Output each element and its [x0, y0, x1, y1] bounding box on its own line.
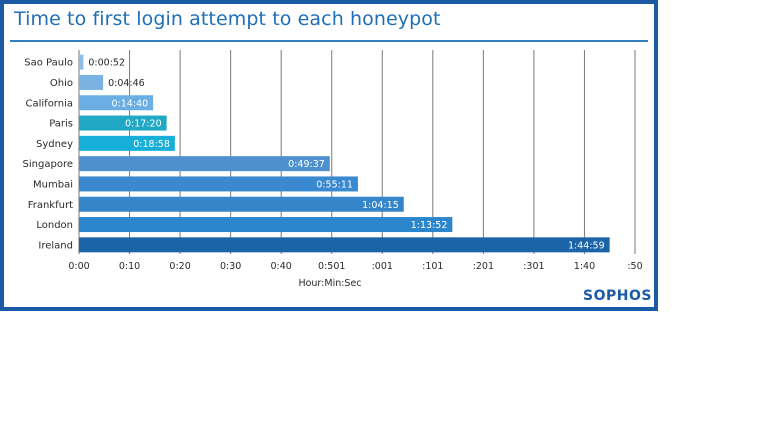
- sophos-logo: SOPHOS: [583, 288, 652, 304]
- category-label: Sydney: [36, 139, 73, 150]
- x-tick-label: 1:40: [574, 261, 595, 272]
- category-label: Singapore: [23, 159, 73, 170]
- bar: [79, 217, 453, 233]
- bar: [79, 74, 104, 90]
- x-tick-label: 0:501: [318, 261, 345, 272]
- bar: [79, 156, 330, 172]
- category-label: California: [26, 98, 74, 109]
- x-tick-label: 0:30: [220, 261, 241, 272]
- x-axis-label: Hour:Min:Sec: [298, 278, 362, 289]
- x-tick-label: :201: [473, 261, 494, 272]
- category-label: Paris: [49, 119, 73, 130]
- bar: [79, 196, 404, 212]
- bar: [79, 115, 167, 131]
- x-tick-label: 0:00: [68, 261, 89, 272]
- category-label: Mumbai: [33, 179, 73, 190]
- bar: [79, 54, 84, 70]
- data-label: 1:44:59: [568, 240, 605, 251]
- bar: [79, 135, 175, 151]
- x-tick-label: 0:20: [169, 261, 190, 272]
- category-label: Sao Paulo: [24, 58, 73, 69]
- x-tick-label: :101: [422, 261, 443, 272]
- data-label: 0:14:40: [112, 98, 149, 109]
- bar-chart: Sao Paulo Ohio California Paris Sydney Singap…: [23, 50, 643, 272]
- data-label: 1:04:15: [362, 200, 399, 211]
- data-label: 0:49:37: [288, 159, 325, 170]
- bar: [79, 237, 610, 253]
- category-labels: Sao Paulo Ohio California Paris Sydney Singap…: [23, 58, 74, 252]
- chart-title: Time to first login attempt to each hone…: [14, 8, 441, 30]
- data-label: 0:18:58: [133, 139, 170, 150]
- category-label: London: [36, 220, 73, 231]
- chart-frame: [0, 0, 658, 311]
- category-label: Frankfurt: [28, 200, 73, 211]
- data-label: 0:17:20: [125, 119, 162, 130]
- data-label: 0:04:46: [108, 78, 145, 89]
- bar: [79, 95, 154, 111]
- category-label: Ireland: [38, 240, 73, 251]
- x-tick-labels: 0:00 0:10 0:20 0:30 0:40 0:501 :001 :101 :201 :30…: [68, 261, 642, 272]
- x-tick-label: :301: [523, 261, 544, 272]
- x-tick-label: 0:10: [119, 261, 140, 272]
- x-tick-label: :50: [627, 261, 642, 272]
- data-label: 0:55:11: [316, 179, 353, 190]
- data-label: 1:13:52: [411, 220, 448, 231]
- x-tick-label: 0:40: [271, 261, 292, 272]
- data-label: 0:00:52: [88, 58, 125, 69]
- data-labels: 0:00:52 0:04:46 0:14:40 0:17:20 0:18:58 0:49:…: [88, 58, 604, 252]
- category-label: Ohio: [50, 78, 73, 89]
- bar: [79, 176, 358, 192]
- title-divider: [10, 40, 648, 42]
- x-tick-label: :001: [372, 261, 393, 272]
- bars: [79, 54, 610, 253]
